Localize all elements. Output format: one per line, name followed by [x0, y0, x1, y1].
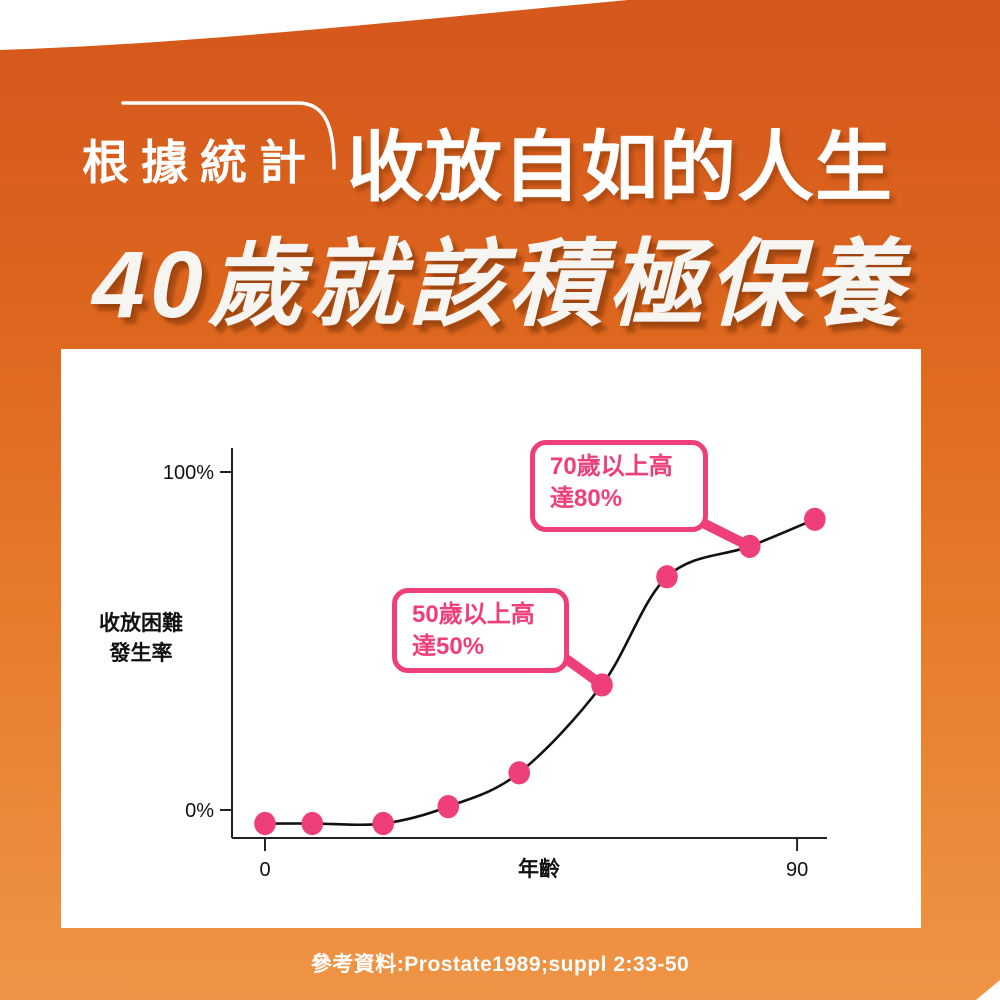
- data-point: [591, 673, 613, 697]
- reference-note: 參考資料:Prostate1989;suppl 2:33-50: [310, 953, 690, 976]
- top-swoosh-shape: [0, 0, 628, 50]
- callout-age50-line2: 達50%: [412, 633, 485, 661]
- y-tick-label: 100%: [163, 462, 214, 484]
- data-point: [804, 507, 826, 531]
- data-point: [508, 761, 531, 785]
- stat-badge: 根據統計: [82, 136, 318, 189]
- x-tick-label: 0: [259, 859, 270, 881]
- subtitle: 收放自如的人生: [347, 125, 893, 211]
- callout-age70-line1: 70歲以上高: [550, 453, 673, 480]
- data-point: [301, 811, 324, 836]
- x-axis-title: 年齡: [518, 857, 560, 881]
- y-axis-title-line: 收放困難: [99, 611, 183, 635]
- data-point: [372, 811, 395, 836]
- callout-age50-line1: 50歲以上高: [412, 601, 535, 628]
- callout-age70-line2: 達80%: [550, 485, 623, 513]
- bottom-corner-cut: [976, 980, 1000, 1000]
- trend-curve: [264, 518, 816, 827]
- callout-age70: 70歲以上高 達80%: [530, 440, 708, 532]
- y-axis-title-line: 發生率: [109, 641, 173, 665]
- y-tick-label: 0%: [185, 800, 214, 822]
- data-point: [254, 811, 276, 836]
- data-point: [437, 795, 460, 819]
- page-title: 40歲就該積極保養: [92, 232, 908, 338]
- data-point: [738, 534, 761, 558]
- data-point: [656, 565, 678, 589]
- x-tick-label: 90: [786, 859, 808, 881]
- chart-card: 0% 100% 0 90 年齡 收放困難發生率 70歲以上高 達80% 50歲以上高 達5…: [61, 349, 921, 928]
- callout-age50: 50歲以上高 達50%: [392, 588, 569, 673]
